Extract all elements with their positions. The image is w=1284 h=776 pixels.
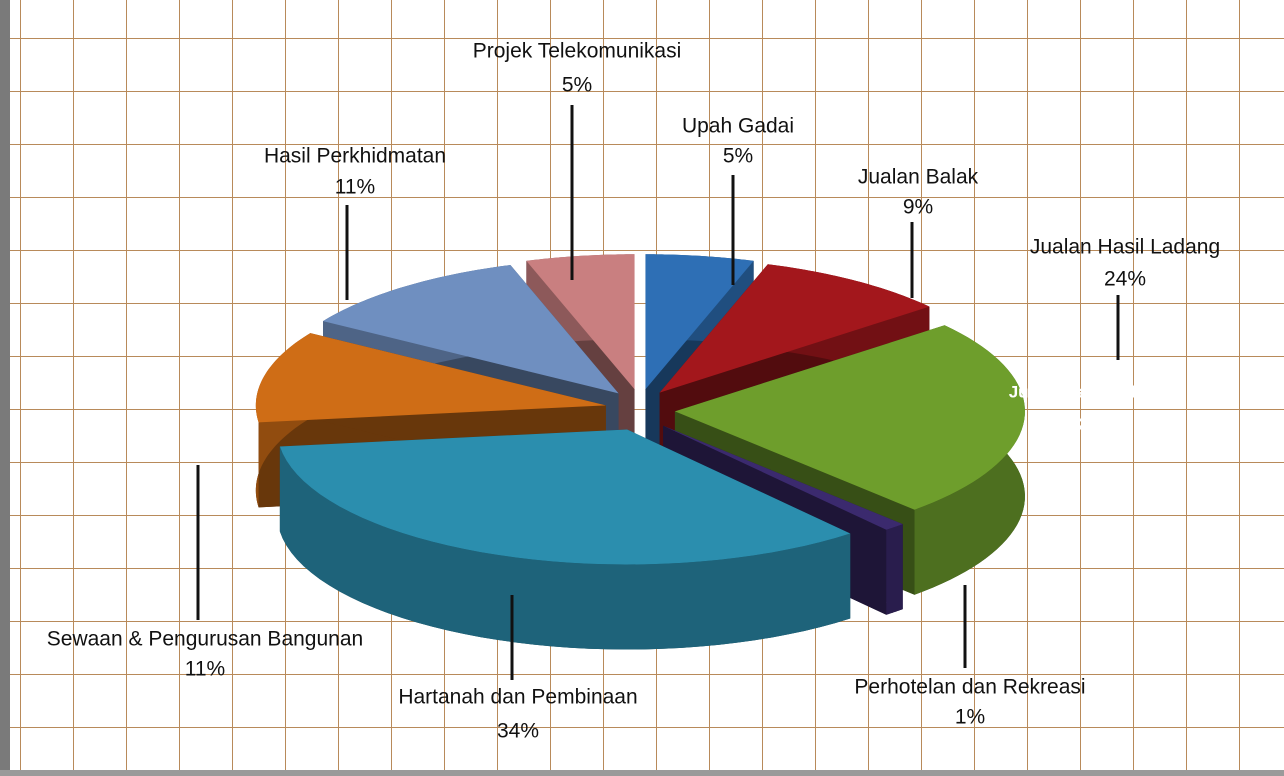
slice-top bbox=[663, 425, 903, 530]
slice-value-label: 1% bbox=[955, 706, 985, 729]
slice-wall bbox=[886, 524, 903, 615]
slice bbox=[279, 429, 851, 650]
slice-label: Upah Gadai bbox=[682, 115, 794, 138]
slice-wall bbox=[279, 446, 851, 650]
slice-label: Sewaan & Pengurusan Bangunan bbox=[47, 628, 363, 651]
slice-top bbox=[255, 333, 606, 423]
slice-value-label: 11% bbox=[185, 658, 225, 681]
slice-top bbox=[659, 264, 930, 393]
slice-top bbox=[674, 325, 1025, 510]
slice-label: Perhotelan dan Rekreasi bbox=[854, 676, 1085, 699]
slice-label: Hartanah dan Pembinaan bbox=[398, 686, 637, 709]
slice-value-label: 11% bbox=[335, 176, 375, 199]
slice-label: Hasil Perkhidmatan bbox=[264, 145, 446, 168]
inner-label: Jualan hasil lad bbox=[1009, 382, 1136, 401]
slice-top bbox=[526, 254, 635, 390]
slice-top bbox=[645, 254, 754, 390]
slice-label: Jualan Balak bbox=[858, 166, 979, 189]
slice-label: Projek Telekomunikasi bbox=[473, 40, 682, 63]
slice-value-label: 9% bbox=[903, 196, 933, 219]
slice-top bbox=[323, 265, 619, 394]
slice-value-label: 5% bbox=[723, 145, 753, 168]
slice-value-label: 5% bbox=[562, 74, 592, 97]
slice-value-label: 24% bbox=[1104, 268, 1146, 291]
slice-top bbox=[279, 429, 851, 565]
slice-value-label: 34% bbox=[497, 720, 539, 743]
inner-value-label: 24% bbox=[1078, 414, 1112, 433]
slice-label: Jualan Hasil Ladang bbox=[1030, 236, 1220, 259]
